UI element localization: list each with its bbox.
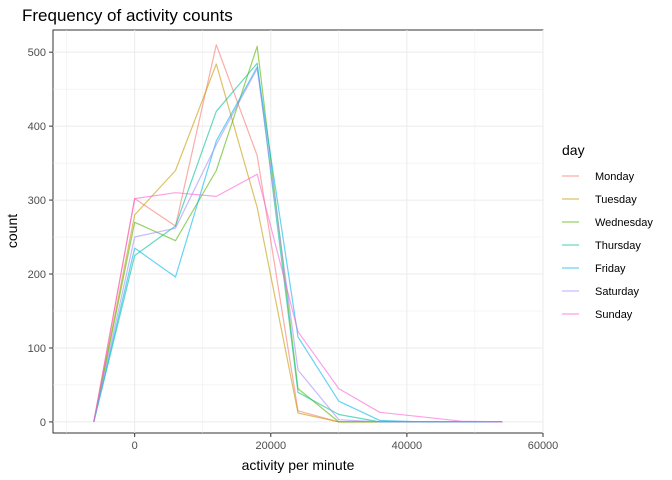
legend-label-friday: Friday xyxy=(595,263,626,275)
legend-label-tuesday: Tuesday xyxy=(595,194,637,206)
chart-title: Frequency of activity counts xyxy=(22,6,233,25)
legend-label-sunday: Sunday xyxy=(595,309,633,321)
legend-items: Monday Tuesday Wednesday Thursday Friday Satu… xyxy=(562,171,653,321)
y-tick-label: 0 xyxy=(40,417,46,429)
x-axis-title: activity per minute xyxy=(242,457,355,473)
legend-label-wednesday: Wednesday xyxy=(595,217,653,229)
series-lines xyxy=(93,44,503,423)
x-tick-label: 0 xyxy=(132,440,138,452)
legend-label-saturday: Saturday xyxy=(595,286,640,298)
y-tick-label: 400 xyxy=(28,121,46,133)
series-line-saturday xyxy=(93,67,503,423)
x-tick-label: 20000 xyxy=(255,440,286,452)
x-tick-label: 60000 xyxy=(528,440,559,452)
y-tick-label: 200 xyxy=(28,269,46,281)
legend: day Monday Tuesday Wednesday Thursday Friday… xyxy=(562,142,653,321)
y-axis-ticks: 0 100 200 300 400 500 xyxy=(28,47,53,429)
y-tick-label: 300 xyxy=(28,195,46,207)
series-line-sunday xyxy=(93,173,503,423)
x-tick-label: 40000 xyxy=(392,440,423,452)
legend-label-thursday: Thursday xyxy=(595,240,641,252)
y-axis-title: count xyxy=(4,214,20,248)
x-axis-ticks: 0 20000 40000 60000 xyxy=(132,433,559,452)
y-tick-label: 500 xyxy=(28,47,46,59)
legend-title: day xyxy=(562,142,585,158)
y-tick-label: 100 xyxy=(28,343,46,355)
plot-panel xyxy=(52,29,544,434)
legend-label-monday: Monday xyxy=(595,171,635,183)
